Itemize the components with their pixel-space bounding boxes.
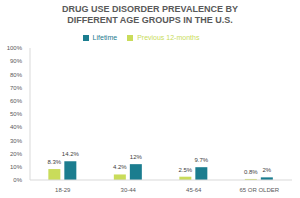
- html-text:DRUG USE DISORDER PREVALENCE B: DRUG USE DISORDER PREVALENCE BY DIFFEREN…: [62, 4, 238, 25]
- svg-text:50%: 50%: [10, 111, 23, 117]
- svg-text:80%: 80%: [10, 72, 23, 78]
- svg-text:45-64: 45-64: [186, 187, 202, 193]
- svg-text:12%: 12%: [130, 154, 143, 160]
- html-text:Lifetime: Lifetime: [92, 34, 118, 41]
- svg-text:0.8%: 0.8%: [244, 169, 258, 175]
- svg-text:100%: 100%: [8, 45, 23, 51]
- svg-text:8.3%: 8.3%: [47, 159, 61, 165]
- svg-text:60%: 60%: [10, 98, 23, 104]
- svg-text:18-29: 18-29: [55, 187, 71, 193]
- svg-text:70%: 70%: [10, 85, 23, 91]
- svg-text:14.2%: 14.2%: [62, 151, 80, 157]
- svg-text:90%: 90%: [10, 58, 23, 64]
- svg-text:0%: 0%: [13, 177, 22, 183]
- svg-text:40%: 40%: [10, 124, 23, 130]
- html-text:Previous 12-months: Previous 12-months: [137, 34, 200, 41]
- svg-text:4.2%: 4.2%: [113, 164, 127, 170]
- svg-text:30%: 30%: [10, 138, 23, 144]
- svg-text:2%: 2%: [263, 167, 272, 173]
- svg-text:20%: 20%: [10, 151, 23, 157]
- svg-text:10%: 10%: [10, 164, 23, 170]
- svg-text:30-44: 30-44: [121, 187, 137, 193]
- svg-text:9.7%: 9.7%: [194, 157, 208, 163]
- svg-text:2.5%: 2.5%: [178, 167, 192, 173]
- svg-text:65 OR OLDER: 65 OR OLDER: [239, 187, 279, 193]
